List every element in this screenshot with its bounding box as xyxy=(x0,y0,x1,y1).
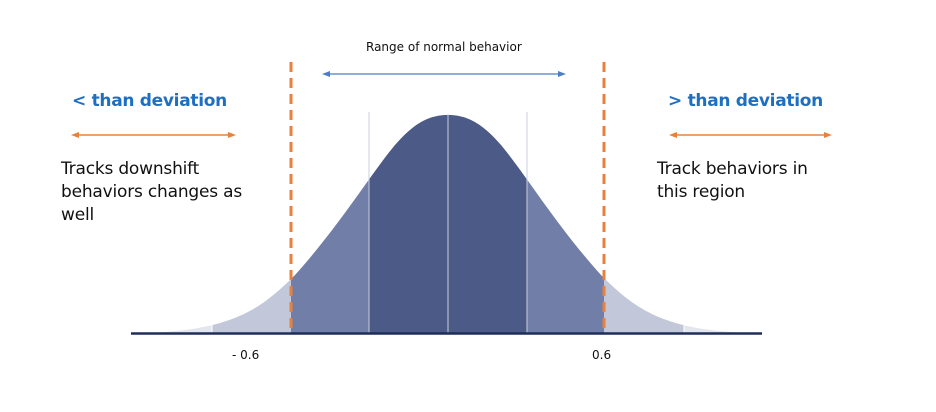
range-title: Range of normal behavior xyxy=(366,40,522,54)
right-description-line: this region xyxy=(657,182,745,202)
right-description-line: Track behaviors in xyxy=(657,159,808,179)
range-arrow-icon xyxy=(322,71,566,77)
right-threshold-label: 0.6 xyxy=(592,348,612,362)
left-description-line: Tracks downshift xyxy=(61,159,200,179)
right-region-description: Track behaviors in this region xyxy=(657,158,808,204)
left-region-arrow-icon xyxy=(71,132,236,138)
left-threshold-label: - 0.6 xyxy=(232,348,260,362)
left-description-line: well xyxy=(61,205,95,225)
right-region-arrow-icon xyxy=(669,132,832,138)
left-description-line: behaviors changes as xyxy=(61,182,242,202)
left-region-description: Tracks downshift behaviors changes as we… xyxy=(61,158,242,227)
left-region-heading: < than deviation xyxy=(72,91,227,111)
right-region-heading: > than deviation xyxy=(668,91,823,111)
